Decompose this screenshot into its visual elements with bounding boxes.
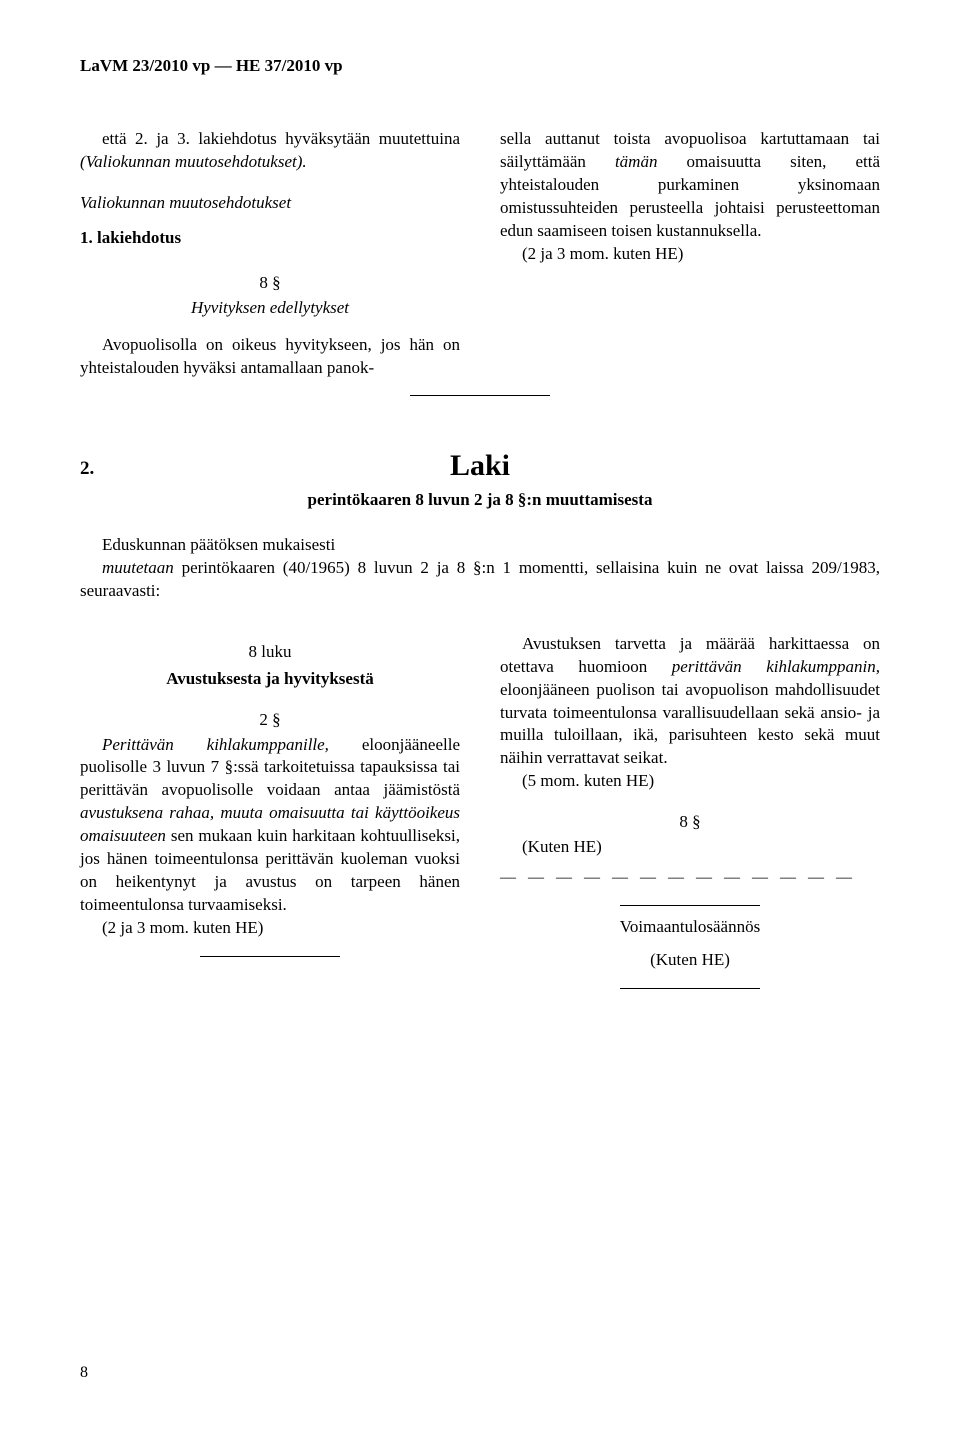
section-2-num: 2 § [80,709,460,732]
chapter-8-num: 8 luku [80,641,460,664]
bottom-two-column: 8 luku Avustuksesta ja hyvityksestä 2 § … [80,633,880,989]
left-column-bottom: 8 luku Avustuksesta ja hyvityksestä 2 § … [80,633,460,989]
s2-italic1: Perittävän kihlakumppanille, [102,735,329,754]
left-column-top: että 2. ja 3. lakiehdotus hyväksytään mu… [80,128,460,380]
r-italic1: perittävän kihlakumppanin, [672,657,880,676]
s2-text3: (2 ja 3 mom. kuten HE) [80,917,460,940]
law-2-subtitle: perintökaaren 8 luvun 2 ja 8 §:n muuttam… [80,489,880,512]
s8-right-italic: tämän [615,152,658,171]
divider-1 [410,395,550,396]
law-title-row: 2. Laki [80,446,880,487]
heading-lakiehdotus: 1. lakiehdotus [80,227,460,250]
divider-3 [620,905,760,906]
law-2-intro2-italic: muutetaan [102,558,174,577]
dashed-line: — — — — — — — — — — — — — [500,867,880,889]
section-8-num: 8 § [80,272,460,295]
right-column-bottom: Avustuksen tarvetta ja määrää harkittaes… [500,633,880,989]
divider-2 [200,956,340,957]
intro-paragraph: että 2. ja 3. lakiehdotus hyväksytään mu… [80,128,460,174]
right-column-top: sella auttanut toista avopuolisoa kartut… [500,128,880,380]
section-8b-num: 8 § [500,811,880,834]
r-text2: eloonjääneen puolison tai avopuolison ma… [500,680,880,768]
subheading-valiokunnan: Valiokunnan muutosehdotukset [80,192,460,215]
law-2-intro2: muutetaan perintökaaren (40/1965) 8 luvu… [80,557,880,603]
law-2-intro2-rest: perintökaaren (40/1965) 8 luvun 2 ja 8 §… [80,558,880,600]
law-2-intro1: Eduskunnan päätöksen mukaisesti [80,534,880,557]
section-8-left-text: Avopuolisolla on oikeus hyvitykseen, jos… [80,334,460,380]
section-2-text: Perittävän kihlakumppanille, eloonjäänee… [80,734,460,918]
voimaantulo-heading: Voimaantulosäännös [500,916,880,939]
r-text3: (5 mom. kuten HE) [500,770,880,793]
law-2-number: 2. [80,456,94,482]
section-8-title: Hyvityksen edellytykset [80,297,460,320]
top-two-column: että 2. ja 3. lakiehdotus hyväksytään mu… [80,128,880,380]
law-2-block: 2. Laki perintökaaren 8 luvun 2 ja 8 §:n… [80,446,880,602]
voimaantulo-kuten: (Kuten HE) [500,949,880,972]
page-number: 8 [80,1362,88,1384]
section-8-right-text: sella auttanut toista avopuolisoa kartut… [500,128,880,243]
chapter-8-title: Avustuksesta ja hyvityksestä [80,668,460,691]
section-8b-text: (Kuten HE) [500,836,880,859]
right-avustus-text: Avustuksen tarvetta ja määrää harkittaes… [500,633,880,771]
document-header: LaVM 23/2010 vp — HE 37/2010 vp [80,55,880,78]
divider-4 [620,988,760,989]
s8-right-part3: (2 ja 3 mom. kuten HE) [500,243,880,266]
intro-text: että 2. ja 3. lakiehdotus hyväksytään mu… [102,129,460,148]
intro-italic: (Valiokunnan muutosehdotukset). [80,152,307,171]
law-2-title: Laki [80,446,880,487]
